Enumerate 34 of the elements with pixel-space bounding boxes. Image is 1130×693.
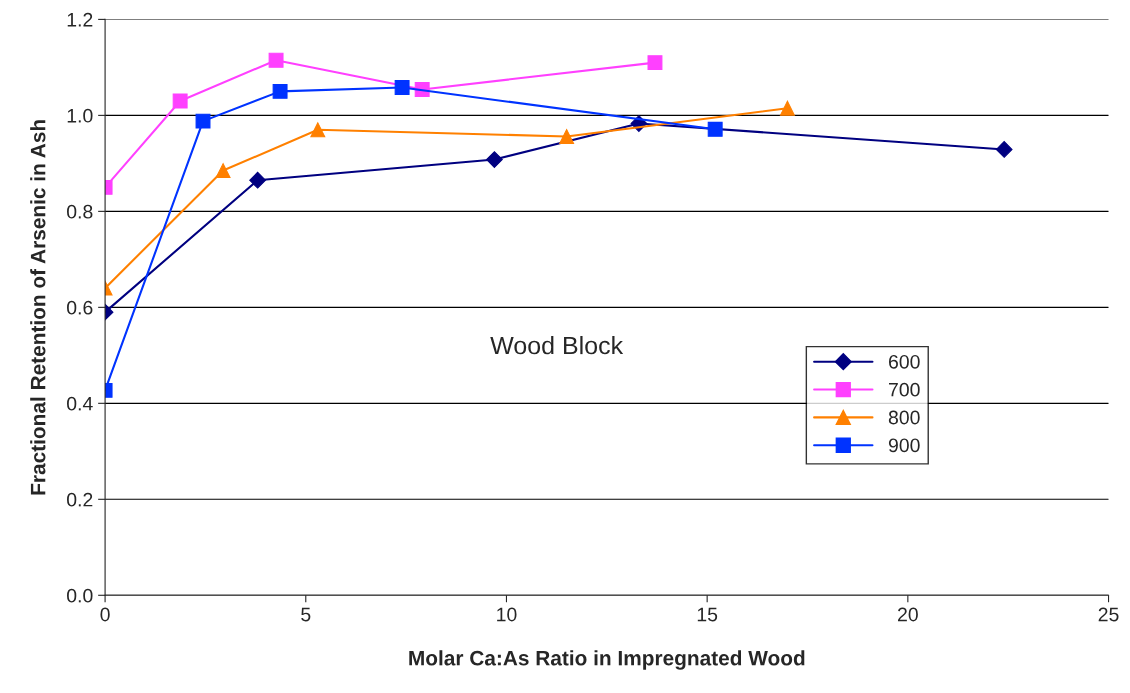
point (272, 83, 288, 99)
y-tick-label: 0.8 (67, 204, 93, 219)
legend-label: 600 (888, 354, 920, 369)
point (310, 122, 326, 138)
x-tick-label: 20 (898, 607, 918, 622)
legend-label: 800 (888, 410, 920, 425)
y-tick-label: 1.0 (67, 108, 93, 123)
x-tick-label: 5 (301, 607, 311, 622)
y-tick-label: 0.2 (67, 492, 93, 507)
point (195, 113, 211, 129)
point (559, 129, 575, 144)
point (249, 171, 266, 189)
legend-label: 700 (889, 382, 920, 397)
x-tick-label: 25 (1098, 607, 1119, 622)
point (647, 55, 663, 71)
x-tick-label: 0 (100, 607, 110, 622)
point (172, 93, 188, 109)
legend-label: 900 (888, 438, 920, 453)
x-tick-label: 15 (697, 607, 718, 622)
y-tick-label: 1.2 (67, 12, 93, 27)
point (215, 163, 231, 179)
point (394, 80, 410, 96)
point (779, 100, 795, 116)
y-tick-label: 0.6 (67, 300, 93, 315)
x-axis-title: Molar Ca:As Ratio in Impregnated Wood (409, 650, 805, 670)
y-tick-label: 0.4 (67, 396, 93, 411)
x-tick-label: 10 (497, 607, 517, 622)
y-axis-title: Fractional Retention of Arsenic in Ash (30, 120, 46, 495)
point (995, 141, 1013, 158)
y-tick-label: 0.0 (67, 588, 93, 603)
point (707, 121, 723, 137)
point (486, 151, 503, 168)
annotation: Wood Block (490, 336, 624, 355)
point (268, 52, 284, 68)
